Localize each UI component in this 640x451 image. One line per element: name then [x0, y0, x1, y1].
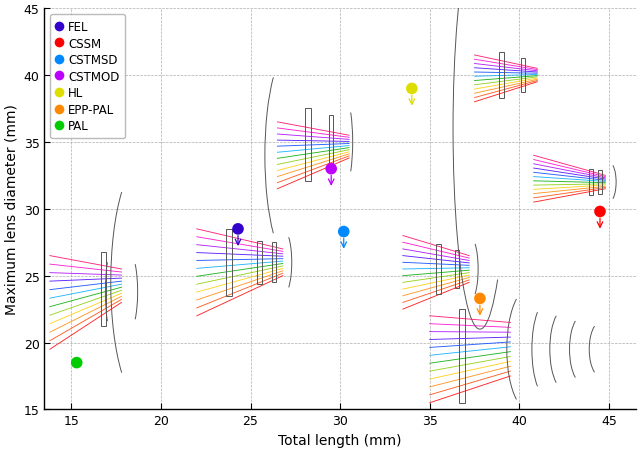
Bar — [436, 244, 441, 295]
Bar — [101, 253, 106, 326]
Bar — [272, 243, 276, 283]
Point — [72, 359, 82, 366]
Point — [339, 228, 349, 235]
Bar — [589, 169, 593, 196]
Bar — [305, 109, 310, 182]
Point — [595, 208, 605, 216]
Bar — [329, 116, 333, 169]
Bar — [454, 251, 459, 288]
Y-axis label: Maximum lens diameter (mm): Maximum lens diameter (mm) — [4, 104, 18, 314]
Bar — [521, 59, 525, 92]
Point — [326, 166, 336, 173]
Bar — [227, 230, 232, 296]
Point — [233, 226, 243, 233]
Point — [406, 86, 417, 93]
Bar — [257, 241, 262, 284]
Bar — [598, 170, 602, 195]
Point — [475, 295, 485, 302]
Legend: FEL, CSSM, CSTMSD, CSTMOD, HL, EPP-PAL, PAL: FEL, CSSM, CSTMSD, CSTMOD, HL, EPP-PAL, … — [51, 15, 125, 139]
X-axis label: Total length (mm): Total length (mm) — [278, 433, 402, 447]
Bar — [499, 52, 504, 99]
Bar — [460, 309, 465, 403]
